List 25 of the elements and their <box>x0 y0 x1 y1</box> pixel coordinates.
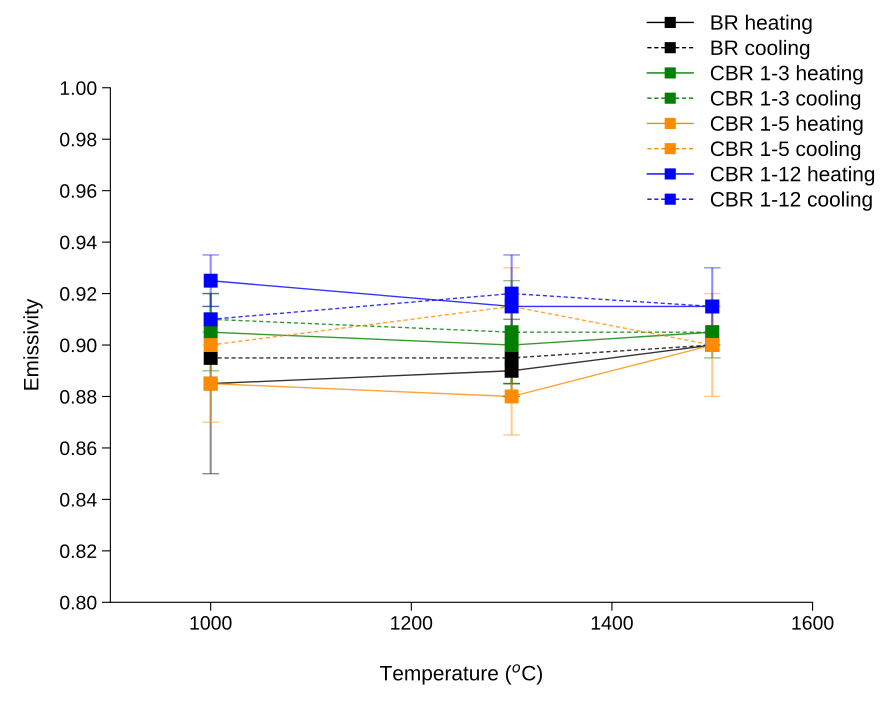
legend-label: CBR 1-12 cooling <box>710 191 872 211</box>
legend-label: CBR 1-12 heating <box>710 166 874 186</box>
y-tick-label: 0.90 <box>60 338 96 352</box>
y-tick-label: 0.88 <box>60 390 96 404</box>
y-tick-label: 0.94 <box>60 236 97 250</box>
legend-label: CBR 1-3 heating <box>710 65 862 85</box>
x-tick-label: 1400 <box>592 616 633 630</box>
legend-label: BR heating <box>712 14 812 34</box>
x-tick-label: 1600 <box>792 616 834 630</box>
y-tick-label: 1.00 <box>60 81 96 95</box>
y-tick-label: 0.98 <box>60 132 96 146</box>
x-tick-label: 1200 <box>391 616 432 630</box>
y-tick-label: 0.84 <box>60 492 97 507</box>
x-tick-label: 1000 <box>190 616 232 630</box>
legend-label: BR cooling <box>712 40 810 60</box>
legend-label: CBR 1-3 cooling <box>710 90 860 110</box>
y-axis-title: Emissivity <box>23 298 43 390</box>
x-axis-title: Temperature ($^{o}$C) <box>380 664 542 685</box>
y-tick-label: 0.82 <box>60 544 96 558</box>
legend-label: CBR 1-5 cooling <box>710 140 860 160</box>
y-tick-label: 0.96 <box>60 184 96 198</box>
y-tick-label: 0.92 <box>60 287 96 301</box>
y-tick-label: 0.80 <box>60 596 96 610</box>
legend-label: CBR 1-5 heating <box>710 116 862 136</box>
y-tick-label: 0.86 <box>60 441 96 456</box>
